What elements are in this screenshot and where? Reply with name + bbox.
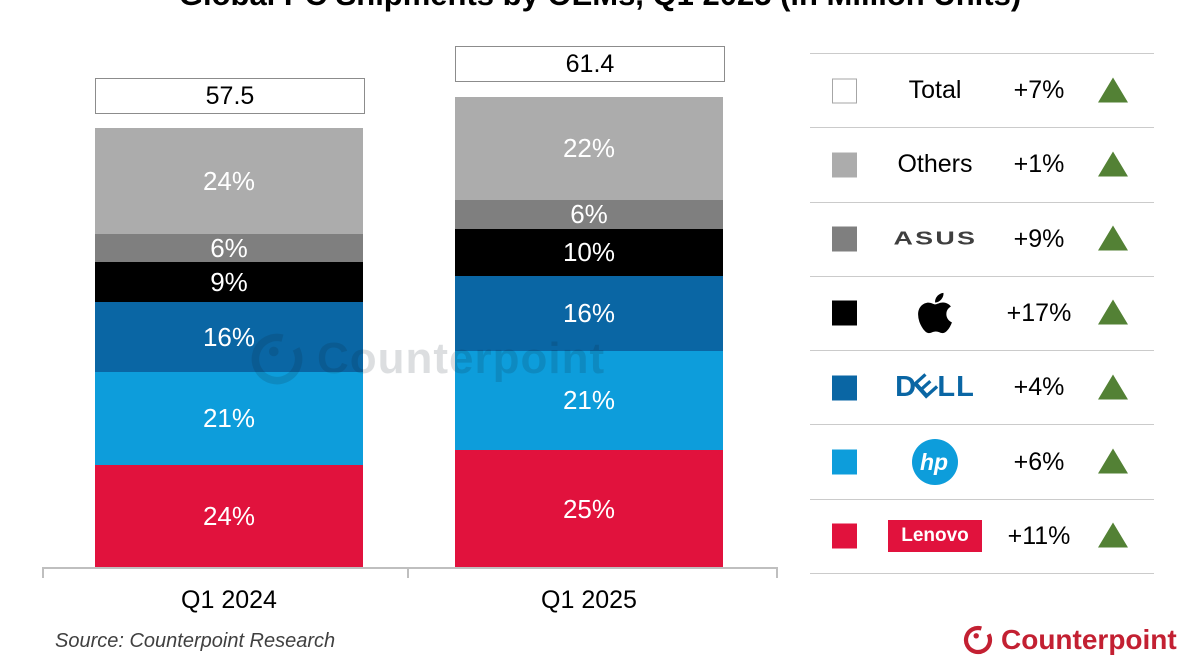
- up-triangle-icon: [1098, 151, 1128, 177]
- bar-segment-hp: 21%: [95, 372, 363, 465]
- segment-label: 10%: [562, 237, 616, 267]
- dell-logo: DELL: [895, 367, 975, 406]
- x-axis-label-q1-2024: Q1 2024: [181, 586, 277, 614]
- legend-row-dell: DELL +4%: [810, 351, 1154, 426]
- segment-label: 21%: [562, 385, 616, 415]
- apple-swatch: [832, 300, 857, 326]
- legend-label-total: Total: [908, 76, 962, 105]
- total-value-box-q1-2024: 57.5: [95, 78, 365, 114]
- stacked-bar-q1-2024: 24% 6% 9% 16% 21% 24%: [95, 128, 363, 568]
- segment-label: 6%: [570, 199, 608, 229]
- legend-row-hp: hp +6%: [810, 425, 1154, 500]
- bar-segment-others: 24%: [95, 128, 363, 234]
- x-axis-tick: [776, 567, 778, 578]
- others-swatch: [832, 152, 857, 178]
- bar-segment-lenovo: 25%: [455, 450, 723, 568]
- yoy-change-hp: +6%: [1013, 447, 1065, 476]
- yoy-change-asus: +9%: [1013, 224, 1065, 253]
- legend-label-others: Others: [897, 150, 973, 179]
- lenovo-swatch: [832, 523, 857, 549]
- hp-logo: hp: [912, 439, 958, 486]
- x-axis-tick: [407, 567, 409, 578]
- legend-row-asus: ASUS +9%: [810, 203, 1154, 277]
- x-axis-tick: [42, 567, 44, 578]
- up-triangle-icon: [1098, 522, 1128, 548]
- bar-segment-apple: 9%: [95, 262, 363, 302]
- segment-label: 9%: [210, 266, 248, 297]
- dell-swatch: [832, 375, 857, 401]
- segment-label: 25%: [562, 493, 616, 524]
- yoy-change-apple: +17%: [1006, 298, 1072, 327]
- legend-row-apple: +17%: [810, 277, 1154, 352]
- yoy-change-dell: +4%: [1013, 373, 1065, 402]
- total-value-box-q1-2025: 61.4: [455, 46, 725, 82]
- legend-row-total: Total +7%: [810, 54, 1154, 129]
- up-triangle-icon: [1098, 299, 1128, 325]
- up-triangle-icon: [1098, 225, 1128, 251]
- yoy-change-others: +1%: [1013, 150, 1065, 179]
- segment-label: 6%: [210, 232, 248, 263]
- x-axis-line: [42, 567, 778, 569]
- stacked-bar-q1-2025: 22% 6% 10% 16% 21% 25%: [455, 97, 723, 568]
- counterpoint-ring-icon: [963, 625, 993, 655]
- legend-row-lenovo: Lenovo +11%: [810, 500, 1154, 574]
- segment-label: 16%: [562, 298, 616, 328]
- asus-swatch: [832, 226, 857, 252]
- segment-label: 21%: [202, 403, 256, 433]
- apple-logo-icon: [918, 293, 952, 334]
- segment-label: 24%: [202, 501, 256, 531]
- segment-label: 22%: [562, 133, 616, 163]
- legend-panel: Total +7% Others +1% ASUS +9% +17% DELL …: [810, 53, 1154, 574]
- yoy-change-total: +7%: [1013, 76, 1065, 105]
- up-triangle-icon: [1098, 77, 1128, 103]
- source-note: Source: Counterpoint Research: [55, 630, 336, 652]
- bar-segment-asus: 6%: [95, 232, 363, 263]
- bar-segment-others: 22%: [455, 97, 723, 200]
- chart-title: Global PC Shipments by OEMs, Q1 2025 (in…: [0, 0, 1200, 13]
- segment-label: 24%: [202, 165, 256, 196]
- x-axis-label-q1-2025: Q1 2025: [541, 586, 637, 614]
- bar-segment-dell: 16%: [95, 302, 363, 372]
- bar-segment-lenovo: 24%: [95, 465, 363, 568]
- lenovo-logo: Lenovo: [888, 520, 982, 553]
- brand-text: Counterpoint: [1001, 624, 1177, 655]
- yoy-change-lenovo: +11%: [1007, 521, 1071, 550]
- up-triangle-icon: [1098, 374, 1128, 400]
- asus-logo: ASUS: [893, 228, 977, 250]
- bar-segment-asus: 6%: [455, 199, 723, 229]
- counterpoint-brand-logo: Counterpoint: [963, 624, 1177, 656]
- segment-label: 16%: [202, 321, 256, 352]
- bar-segment-dell: 16%: [455, 276, 723, 351]
- bar-segment-apple: 10%: [455, 229, 723, 276]
- total-swatch: [832, 78, 857, 104]
- hp-swatch: [832, 449, 857, 475]
- legend-row-others: Others +1%: [810, 128, 1154, 203]
- up-triangle-icon: [1098, 448, 1128, 474]
- bar-segment-hp: 21%: [455, 351, 723, 450]
